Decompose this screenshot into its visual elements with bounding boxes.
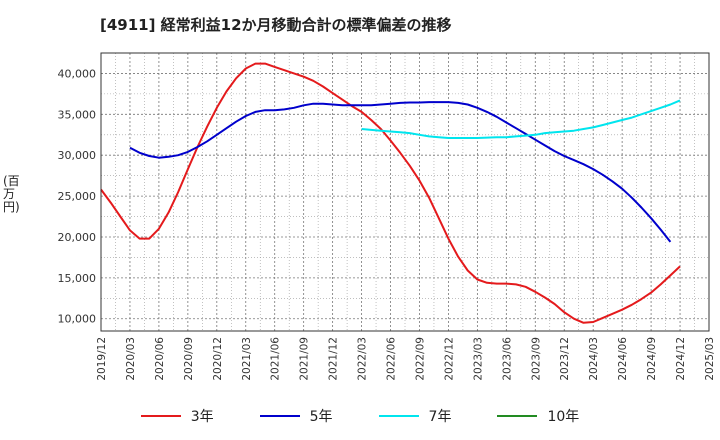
legend-item-7y[interactable]: 7年 (378, 406, 452, 426)
x-tick-label: 2021/06 (270, 337, 282, 381)
x-tick-label: 2021/12 (328, 337, 340, 381)
plot-border (100, 52, 710, 332)
y-tick-label: 15,000 (58, 272, 97, 285)
x-tick-label: 2020/09 (183, 337, 195, 381)
x-tick-label: 2020/06 (154, 337, 166, 381)
y-tick-label: 35,000 (58, 108, 97, 121)
x-tick-label: 2023/03 (472, 337, 484, 381)
x-tick-label: 2020/12 (212, 337, 224, 381)
y-tick-label: 25,000 (58, 190, 97, 203)
x-tick-label: 2021/03 (241, 337, 253, 381)
x-tick-label: 2024/12 (675, 337, 687, 381)
legend-swatch-7y (378, 415, 419, 417)
chart-title: [4911] 経常利益12か月移動合計の標準偏差の推移 (100, 16, 452, 34)
x-tick-label: 2025/03 (704, 337, 716, 381)
y-tick-label: 20,000 (58, 231, 97, 244)
x-tick-label: 2019/12 (96, 337, 108, 381)
legend-label-3y: 3年 (190, 409, 214, 425)
legend-label-5y: 5年 (309, 409, 333, 425)
legend-label-7y: 7年 (428, 409, 452, 425)
x-tick-label: 2023/12 (559, 337, 571, 381)
x-tick-label: 2023/09 (530, 337, 542, 381)
x-tick-label: 2022/06 (386, 337, 398, 381)
legend-item-10y[interactable]: 10年 (497, 406, 579, 426)
x-tick-label: 2022/03 (357, 337, 369, 381)
legend-item-3y[interactable]: 3年 (140, 406, 214, 426)
legend-item-5y[interactable]: 5年 (259, 406, 333, 426)
x-tick-label: 2020/03 (125, 337, 137, 381)
y-tick-label: 10,000 (58, 313, 97, 326)
legend-swatch-3y (140, 415, 181, 417)
line-chart: 10,000 15,000 20,000 25,000 30,000 35,000 40,0… (58, 52, 716, 381)
x-tick-label: 2021/09 (299, 337, 311, 381)
x-tick-label: 2023/06 (501, 337, 513, 381)
y-tick-label: 30,000 (58, 149, 97, 162)
x-tick-label: 2024/06 (617, 337, 629, 381)
y-tick-label: 40,000 (58, 67, 97, 80)
x-tick-label: 2022/09 (414, 337, 426, 381)
series-line-2 (361, 99, 681, 139)
y-axis-unit-label: (百万円) (3, 174, 20, 214)
x-tick-label: 2024/09 (646, 337, 658, 381)
chart-legend: 3年 5年 7年 10年 (0, 406, 720, 426)
x-tick-label: 2022/12 (443, 337, 455, 381)
x-tick-label: 2024/03 (588, 337, 600, 381)
legend-label-10y: 10年 (547, 409, 580, 425)
legend-swatch-5y (259, 415, 300, 417)
series-line-1 (129, 101, 672, 243)
legend-swatch-10y (497, 415, 538, 417)
